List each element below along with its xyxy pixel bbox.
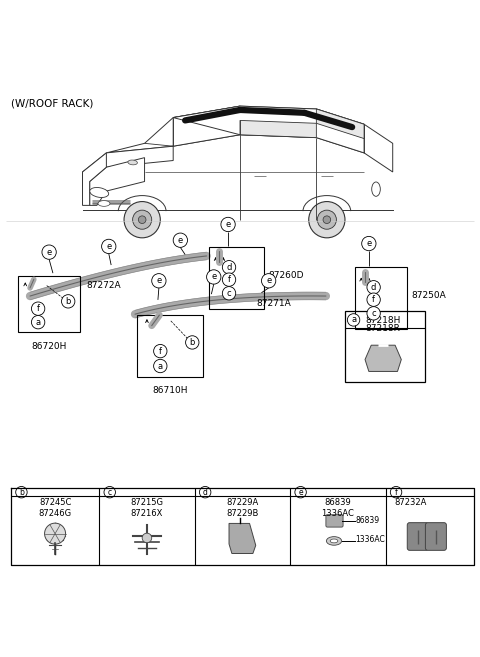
Circle shape — [102, 239, 116, 254]
Text: e: e — [156, 277, 161, 285]
Text: 87250A: 87250A — [412, 291, 446, 300]
Text: f: f — [395, 487, 397, 497]
Circle shape — [317, 210, 336, 229]
Text: 87245C
87246G: 87245C 87246G — [38, 499, 72, 518]
Polygon shape — [107, 106, 393, 172]
Ellipse shape — [326, 537, 342, 545]
Polygon shape — [173, 106, 364, 153]
Text: a: a — [351, 315, 356, 325]
Text: e: e — [226, 220, 231, 229]
Text: 86839: 86839 — [356, 516, 380, 525]
Text: d: d — [203, 487, 208, 497]
Text: 87218R: 87218R — [365, 323, 400, 332]
Text: e: e — [266, 277, 271, 285]
Polygon shape — [229, 524, 256, 553]
Text: 87271A: 87271A — [257, 299, 291, 308]
Circle shape — [104, 486, 116, 498]
Circle shape — [362, 237, 376, 251]
Text: b: b — [190, 338, 195, 347]
Text: e: e — [298, 487, 303, 497]
Polygon shape — [90, 158, 144, 206]
Text: e: e — [106, 242, 111, 251]
FancyBboxPatch shape — [425, 523, 446, 551]
Text: 86710H: 86710H — [153, 386, 188, 395]
Circle shape — [367, 307, 380, 320]
Circle shape — [45, 523, 66, 544]
Polygon shape — [83, 153, 107, 206]
FancyBboxPatch shape — [407, 523, 428, 551]
Text: 87260D: 87260D — [269, 271, 304, 280]
Circle shape — [61, 295, 75, 308]
Text: 87232A: 87232A — [394, 499, 427, 507]
Text: 87218H: 87218H — [365, 317, 400, 325]
Circle shape — [222, 273, 236, 286]
Circle shape — [295, 486, 306, 498]
Circle shape — [138, 216, 146, 223]
Circle shape — [152, 273, 166, 288]
Text: 87229A
87229B: 87229A 87229B — [226, 499, 259, 518]
Text: f: f — [228, 275, 230, 284]
Polygon shape — [365, 345, 401, 371]
Text: c: c — [372, 309, 376, 318]
Text: 86720H: 86720H — [31, 342, 67, 351]
Ellipse shape — [372, 182, 380, 196]
Circle shape — [32, 302, 45, 315]
Circle shape — [367, 293, 380, 306]
Text: (W/ROOF RACK): (W/ROOF RACK) — [11, 99, 93, 108]
Ellipse shape — [90, 187, 108, 198]
Circle shape — [206, 270, 221, 284]
Ellipse shape — [330, 539, 338, 543]
Circle shape — [154, 359, 167, 373]
Circle shape — [173, 233, 188, 248]
Text: a: a — [36, 318, 41, 327]
Text: 87215G
87216X: 87215G 87216X — [131, 499, 164, 518]
Text: 86839
1336AC: 86839 1336AC — [322, 499, 354, 518]
Circle shape — [142, 533, 152, 543]
Circle shape — [309, 202, 345, 238]
Circle shape — [390, 486, 402, 498]
Circle shape — [262, 273, 276, 288]
Ellipse shape — [98, 200, 110, 206]
Text: a: a — [158, 361, 163, 371]
Text: 87272A: 87272A — [87, 281, 121, 290]
Polygon shape — [316, 109, 364, 139]
Circle shape — [132, 210, 152, 229]
Text: c: c — [108, 487, 112, 497]
Polygon shape — [173, 106, 240, 147]
Circle shape — [16, 486, 27, 498]
Circle shape — [221, 217, 235, 232]
Circle shape — [186, 336, 199, 349]
Polygon shape — [240, 120, 316, 137]
Polygon shape — [83, 147, 173, 187]
Ellipse shape — [128, 160, 137, 165]
Circle shape — [124, 202, 160, 238]
Circle shape — [222, 261, 236, 274]
Circle shape — [323, 216, 331, 223]
Circle shape — [222, 286, 236, 300]
Text: b: b — [65, 297, 71, 306]
Circle shape — [42, 245, 56, 260]
Text: e: e — [47, 248, 52, 257]
Circle shape — [348, 313, 360, 326]
Text: d: d — [371, 283, 376, 292]
Text: f: f — [36, 304, 40, 313]
Text: f: f — [159, 347, 162, 355]
Circle shape — [367, 281, 380, 294]
Text: d: d — [227, 263, 232, 272]
FancyBboxPatch shape — [326, 514, 343, 527]
Text: b: b — [19, 487, 24, 497]
Circle shape — [154, 344, 167, 358]
Text: e: e — [366, 239, 372, 248]
Text: c: c — [227, 289, 231, 298]
Text: f: f — [372, 295, 375, 304]
Text: 1336AC: 1336AC — [356, 535, 385, 545]
Circle shape — [32, 315, 45, 329]
Text: e: e — [178, 236, 183, 244]
Text: e: e — [211, 273, 216, 281]
Circle shape — [199, 486, 211, 498]
